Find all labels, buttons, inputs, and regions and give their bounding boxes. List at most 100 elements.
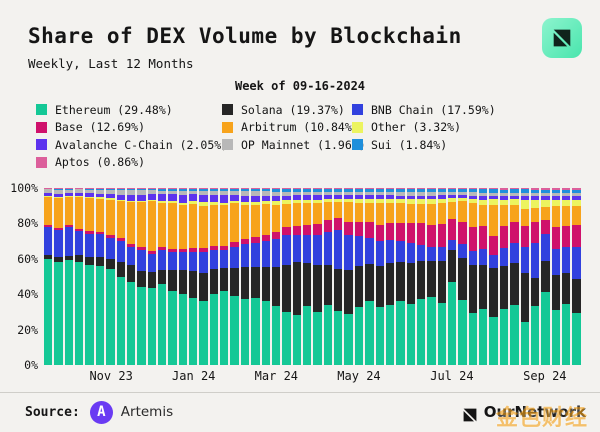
x-tick-label-nov-23: Nov 23: [89, 369, 133, 383]
segment-base: [147, 250, 156, 255]
segment-sui: [64, 188, 74, 190]
legend-swatch-icon: [352, 139, 363, 151]
segment-op-mainnet: [416, 192, 426, 196]
segment-bnb-chain: [520, 246, 529, 273]
segment-arbitrum: [240, 204, 250, 239]
bar-week-32: [375, 188, 384, 365]
segment-arbitrum: [54, 197, 63, 229]
segment-op-mainnet: [541, 192, 550, 197]
segment-sui: [406, 189, 415, 193]
segment-op-mainnet: [44, 189, 53, 194]
segment-sui: [240, 188, 250, 192]
segment-base: [458, 221, 467, 244]
segment-op-mainnet: [54, 189, 63, 194]
segment-ethereum: [85, 264, 94, 365]
segment-bnb-chain: [561, 247, 571, 274]
bar-week-3: [75, 188, 84, 365]
segment-ethereum: [292, 315, 301, 365]
bar-week-45: [510, 188, 519, 365]
segment-sui: [468, 189, 478, 193]
segment-avalanche-c-chain: [323, 195, 333, 199]
segment-solana: [44, 255, 53, 259]
segment-arbitrum: [510, 204, 519, 222]
legend-item-arbitrum: Arbitrum (10.84%): [222, 119, 366, 137]
chart-legend: Ethereum (29.48%) Base (12.69%) Avalanche …: [0, 101, 600, 173]
segment-op-mainnet: [302, 191, 312, 196]
bar-week-7: [116, 188, 125, 365]
segment-sui: [302, 189, 312, 192]
segment-ethereum: [282, 311, 291, 365]
segment-other: [95, 197, 105, 199]
segment-solana: [230, 267, 239, 297]
segment-avalanche-c-chain: [406, 195, 415, 200]
segment-base: [448, 218, 457, 240]
segment-solana: [106, 258, 115, 270]
segment-ethereum: [375, 306, 384, 365]
segment-sui: [137, 188, 146, 191]
segment-arbitrum: [271, 204, 281, 232]
segment-sui: [251, 188, 260, 192]
bar-week-16: [209, 188, 219, 365]
segment-other: [510, 199, 519, 205]
segment-op-mainnet: [292, 191, 301, 196]
segment-sui: [385, 189, 395, 192]
ournetwork-logo-icon: [542, 18, 582, 58]
segment-aptos: [313, 188, 322, 190]
segment-other: [85, 196, 94, 198]
segment-ethereum: [64, 259, 74, 365]
segment-avalanche-c-chain: [354, 195, 364, 199]
segment-solana: [458, 257, 467, 301]
segment-arbitrum: [282, 204, 291, 228]
segment-sui: [396, 189, 405, 192]
segment-base: [209, 245, 219, 250]
segment-base: [75, 228, 84, 231]
segment-other: [375, 199, 384, 204]
segment-arbitrum: [344, 202, 353, 222]
segment-bnb-chain: [116, 241, 125, 263]
segment-other: [334, 198, 343, 203]
segment-aptos: [54, 188, 63, 189]
segment-op-mainnet: [95, 189, 105, 194]
segment-sui: [572, 189, 581, 193]
bar-week-35: [406, 188, 415, 365]
segment-op-mainnet: [313, 191, 322, 196]
segment-solana: [489, 268, 498, 317]
segment-base: [572, 224, 581, 248]
segment-op-mainnet: [157, 190, 167, 195]
segment-arbitrum: [292, 203, 301, 227]
segment-other: [44, 195, 53, 197]
x-axis: Nov 23 Jan 24 Mar 24 May 24 Jul 24 Sep 24: [44, 369, 581, 385]
segment-other: [220, 202, 229, 206]
segment-base: [230, 242, 239, 247]
segment-arbitrum: [489, 204, 498, 236]
segment-aptos: [448, 188, 457, 190]
segment-bnb-chain: [240, 244, 250, 268]
segment-op-mainnet: [85, 189, 94, 194]
segment-solana: [334, 268, 343, 311]
segment-solana: [385, 263, 395, 306]
segment-avalanche-c-chain: [458, 194, 467, 198]
segment-other: [251, 201, 260, 206]
source-name[interactable]: Artemis: [120, 404, 174, 420]
segment-solana: [251, 267, 260, 298]
segment-avalanche-c-chain: [551, 196, 560, 200]
segment-bnb-chain: [261, 240, 270, 268]
segment-sui: [561, 189, 571, 193]
bar-week-48: [541, 188, 550, 365]
plot-area: [44, 188, 581, 365]
bar-week-11: [157, 188, 167, 365]
segment-base: [479, 226, 488, 250]
segment-aptos: [489, 188, 498, 190]
segment-other: [302, 199, 312, 204]
segment-sui: [126, 188, 136, 191]
segment-base: [489, 235, 498, 255]
segment-op-mainnet: [344, 191, 353, 196]
segment-sui: [530, 189, 540, 193]
segment-avalanche-c-chain: [396, 195, 405, 200]
segment-solana: [199, 272, 208, 302]
segment-avalanche-c-chain: [385, 195, 395, 199]
segment-sui: [220, 188, 229, 192]
segment-avalanche-c-chain: [261, 195, 270, 201]
y-tick-label: 100%: [10, 181, 38, 195]
segment-avalanche-c-chain: [137, 194, 146, 201]
